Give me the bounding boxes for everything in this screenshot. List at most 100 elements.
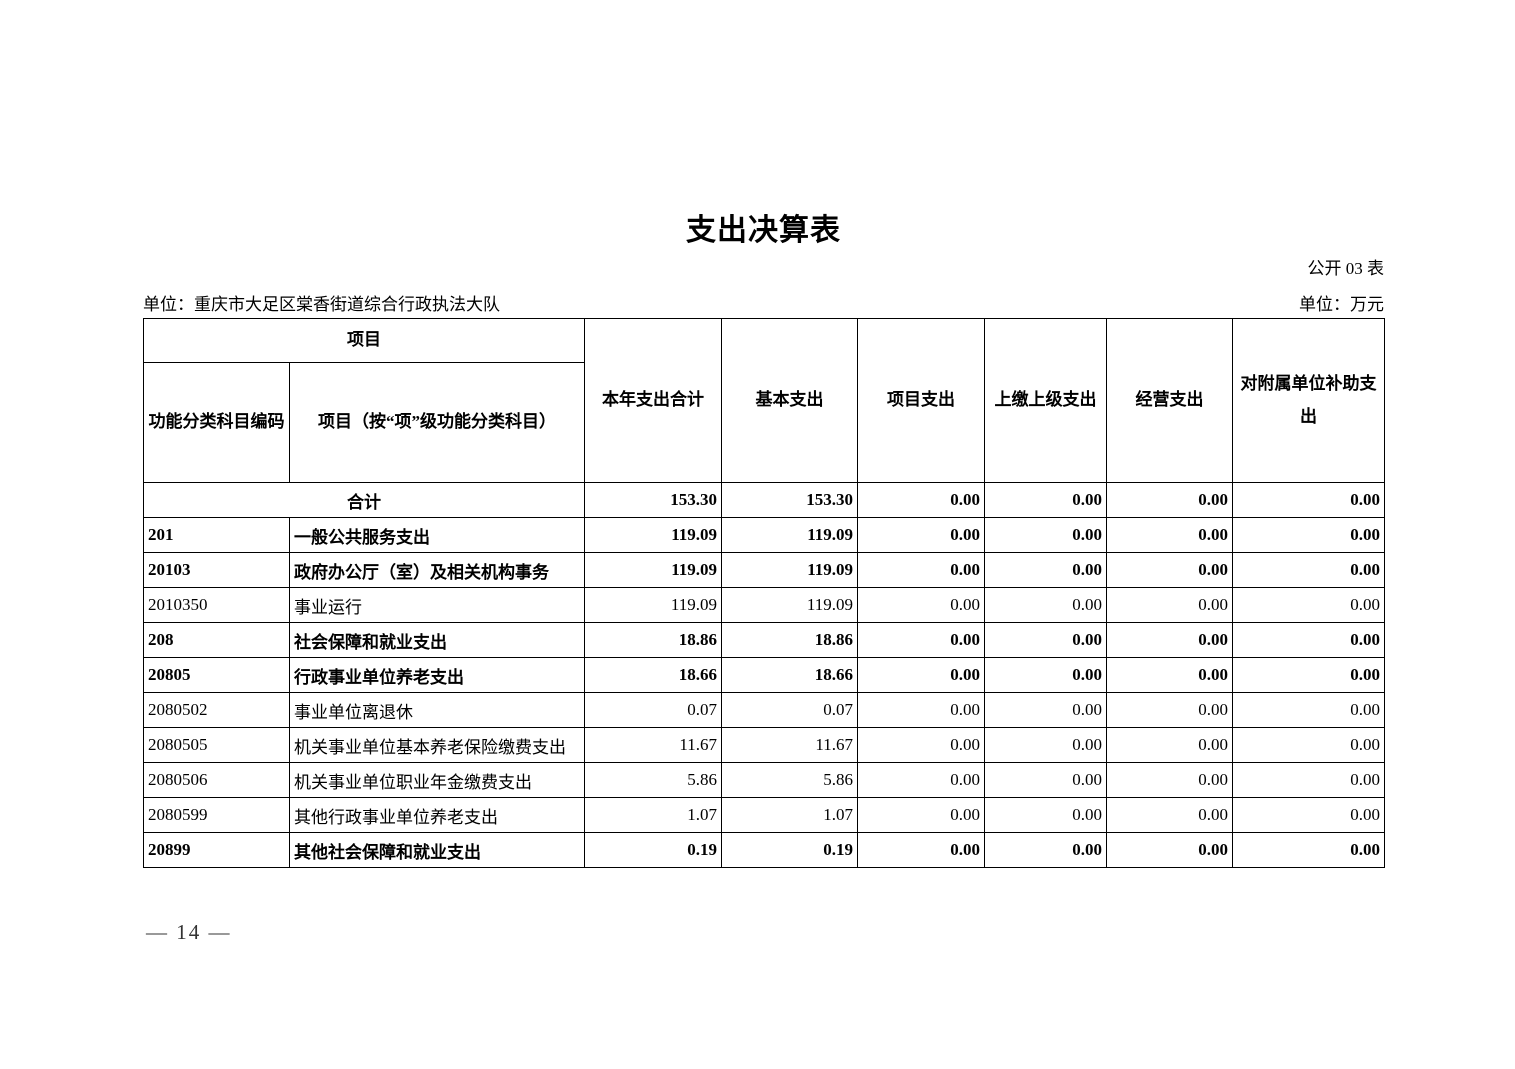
cell-operating: 0.00 (1106, 482, 1233, 518)
cell-subsidy: 0.00 (1232, 552, 1385, 588)
cell-project: 0.00 (857, 797, 985, 833)
cell-operating: 0.00 (1106, 657, 1233, 693)
cell-total: 11.67 (584, 727, 722, 763)
table-row: 2080505 机关事业单位基本养老保险缴费支出 11.67 11.67 0.0… (143, 727, 1385, 763)
cell-operating: 0.00 (1106, 587, 1233, 623)
cell-basic: 1.07 (721, 797, 858, 833)
table-row: 20899 其他社会保障和就业支出 0.19 0.19 0.00 0.00 0.… (143, 832, 1385, 868)
header-col-project: 项目支出 (857, 318, 985, 483)
cell-code: 20899 (143, 832, 290, 868)
cell-name: 事业运行 (289, 587, 585, 623)
cell-project: 0.00 (857, 727, 985, 763)
cell-project: 0.00 (857, 832, 985, 868)
cell-basic: 18.66 (721, 657, 858, 693)
cell-total: 0.07 (584, 692, 722, 728)
meta-line: 单位：重庆市大足区棠香街道综合行政执法大队 单位：万元 (143, 290, 1384, 315)
cell-total: 119.09 (584, 517, 722, 553)
cell-name: 社会保障和就业支出 (289, 622, 585, 658)
cell-upper: 0.00 (984, 832, 1107, 868)
form-tag: 公开 03 表 (1307, 259, 1385, 278)
expenditure-table: 项目 本年支出合计 基本支出 项目支出 上缴上级支出 经营支出 对附属单位补助支… (143, 318, 1385, 868)
cell-upper: 0.00 (984, 517, 1107, 553)
cell-subsidy: 0.00 (1232, 622, 1385, 658)
table-row: 201 一般公共服务支出 119.09 119.09 0.00 0.00 0.0… (143, 517, 1385, 553)
cell-upper: 0.00 (984, 657, 1107, 693)
cell-name: 事业单位离退休 (289, 692, 585, 728)
cell-project: 0.00 (857, 692, 985, 728)
cell-code: 20103 (143, 552, 290, 588)
header-name: 项目（按“项”级功能分类科目） (289, 362, 585, 483)
header-row-2: 功能分类科目编码 项目（按“项”级功能分类科目） (143, 362, 1385, 483)
cell-operating: 0.00 (1106, 797, 1233, 833)
cell-project: 0.00 (857, 587, 985, 623)
cell-basic: 11.67 (721, 727, 858, 763)
cell-code: 208 (143, 622, 290, 658)
cell-total: 153.30 (584, 482, 722, 518)
cell-project: 0.00 (857, 622, 985, 658)
table-row: 20103 政府办公厅（室）及相关机构事务 119.09 119.09 0.00… (143, 552, 1385, 588)
unit-name-label: 单位：重庆市大足区棠香街道综合行政执法大队 (143, 295, 500, 314)
cell-project: 0.00 (857, 552, 985, 588)
cell-subsidy: 0.00 (1232, 762, 1385, 798)
cell-basic: 0.07 (721, 692, 858, 728)
header-row-1: 项目 本年支出合计 基本支出 项目支出 上缴上级支出 经营支出 对附属单位补助支… (143, 318, 1385, 483)
cell-operating: 0.00 (1106, 762, 1233, 798)
cell-upper: 0.00 (984, 622, 1107, 658)
cell-total: 0.19 (584, 832, 722, 868)
cell-total: 1.07 (584, 797, 722, 833)
cell-upper: 0.00 (984, 482, 1107, 518)
table-row: 2080599 其他行政事业单位养老支出 1.07 1.07 0.00 0.00… (143, 797, 1385, 833)
table-row: 20805 行政事业单位养老支出 18.66 18.66 0.00 0.00 0… (143, 657, 1385, 693)
cell-total: 5.86 (584, 762, 722, 798)
cell-code: 20805 (143, 657, 290, 693)
cell-basic: 153.30 (721, 482, 858, 518)
cell-code: 2080506 (143, 762, 290, 798)
cell-total: 18.86 (584, 622, 722, 658)
cell-sum-label: 合计 (143, 482, 585, 518)
cell-operating: 0.00 (1106, 622, 1233, 658)
cell-upper: 0.00 (984, 762, 1107, 798)
unit-money-label: 单位：万元 (1299, 295, 1384, 314)
cell-name: 机关事业单位职业年金缴费支出 (289, 762, 585, 798)
table-row: 2010350 事业运行 119.09 119.09 0.00 0.00 0.0… (143, 587, 1385, 623)
cell-subsidy: 0.00 (1232, 482, 1385, 518)
table-row: 2080502 事业单位离退休 0.07 0.07 0.00 0.00 0.00… (143, 692, 1385, 728)
header-col-total: 本年支出合计 (584, 318, 722, 483)
cell-name: 政府办公厅（室）及相关机构事务 (289, 552, 585, 588)
cell-operating: 0.00 (1106, 832, 1233, 868)
header-col-basic: 基本支出 (721, 318, 858, 483)
cell-basic: 119.09 (721, 587, 858, 623)
cell-total: 18.66 (584, 657, 722, 693)
header-col-upper: 上缴上级支出 (984, 318, 1107, 483)
cell-name: 其他社会保障和就业支出 (289, 832, 585, 868)
cell-upper: 0.00 (984, 587, 1107, 623)
cell-name: 机关事业单位基本养老保险缴费支出 (289, 727, 585, 763)
cell-operating: 0.00 (1106, 552, 1233, 588)
cell-basic: 0.19 (721, 832, 858, 868)
cell-upper: 0.00 (984, 797, 1107, 833)
cell-total: 119.09 (584, 552, 722, 588)
page-number: — 14 — (146, 920, 232, 944)
cell-subsidy: 0.00 (1232, 657, 1385, 693)
cell-upper: 0.00 (984, 727, 1107, 763)
cell-operating: 0.00 (1106, 517, 1233, 553)
cell-name: 行政事业单位养老支出 (289, 657, 585, 693)
cell-name: 其他行政事业单位养老支出 (289, 797, 585, 833)
cell-project: 0.00 (857, 762, 985, 798)
cell-operating: 0.00 (1106, 727, 1233, 763)
cell-basic: 119.09 (721, 552, 858, 588)
cell-upper: 0.00 (984, 552, 1107, 588)
table-row: 208 社会保障和就业支出 18.86 18.86 0.00 0.00 0.00… (143, 622, 1385, 658)
cell-basic: 5.86 (721, 762, 858, 798)
cell-subsidy: 0.00 (1232, 727, 1385, 763)
table-row: 2080506 机关事业单位职业年金缴费支出 5.86 5.86 0.00 0.… (143, 762, 1385, 798)
header-project-group: 项目 (143, 318, 585, 363)
cell-project: 0.00 (857, 517, 985, 553)
cell-basic: 119.09 (721, 517, 858, 553)
page-title: 支出决算表 (686, 214, 841, 247)
cell-project: 0.00 (857, 657, 985, 693)
cell-subsidy: 0.00 (1232, 797, 1385, 833)
header-code: 功能分类科目编码 (143, 362, 290, 483)
cell-subsidy: 0.00 (1232, 517, 1385, 553)
